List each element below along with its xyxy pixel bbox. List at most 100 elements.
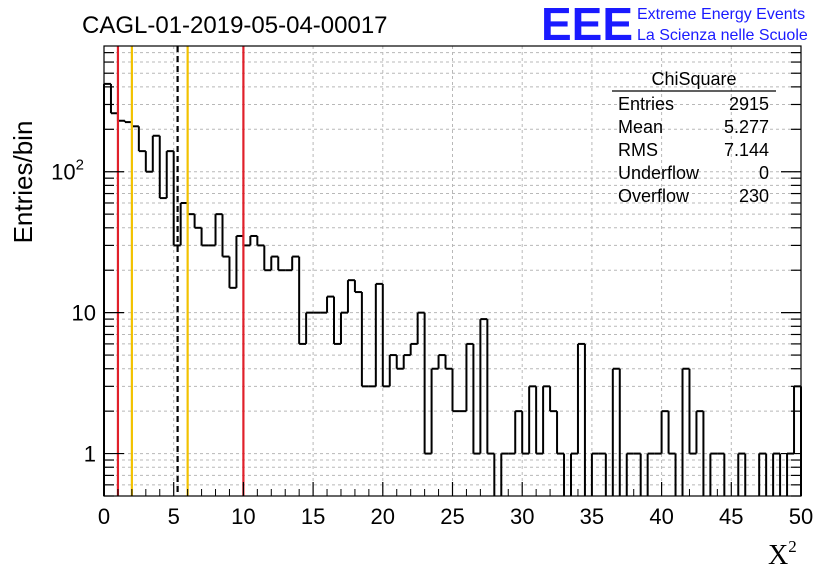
histogram-bin [409,342,418,356]
histogram-bin [249,234,258,246]
x-tick-label: 25 [440,504,464,529]
y-tick-label: 10 [72,301,96,326]
stats-title: ChiSquare [651,69,736,89]
stats-value-rms: 7.144 [724,140,769,160]
histogram-bin [193,214,202,229]
x-tick-label: 10 [231,504,255,529]
y-tick-label-sup: 2 [76,157,84,174]
stats-value-underflow: 0 [759,163,769,183]
histogram-bin [772,452,781,496]
histogram-bin [346,279,355,313]
x-tick-label: 50 [789,504,813,529]
histogram-bin [486,319,495,455]
histogram-bin [535,386,544,455]
stats-value-overflow: 230 [739,186,769,206]
histogram-bin [793,385,802,496]
histogram-bin [451,368,460,413]
histogram-bin [291,255,300,271]
histogram-bin [381,283,390,388]
histogram-bin [221,214,230,258]
histogram-bin [228,256,237,289]
histogram-bin [353,280,362,294]
histogram-bin [556,411,565,455]
x-tick-label: 20 [371,504,395,529]
histogram-bin [549,386,558,413]
histogram-bin [263,245,272,272]
histogram-bin [430,367,439,454]
histogram-bin [479,318,488,454]
y-axis-label: Entries/bin [8,121,38,244]
histogram-bin [611,367,620,496]
stats-label-mean: Mean [618,117,663,137]
histogram-bin [109,83,118,115]
histogram-bin [298,256,307,345]
histogram-bin [326,295,335,313]
histogram-bin [688,368,697,455]
histogram-bin [514,410,523,454]
histogram-bin [179,201,188,246]
stats-label-overflow: Overflow [618,186,690,206]
histogram-bin [444,355,453,370]
histogram-bin [625,452,634,496]
stats-value-mean: 5.277 [724,117,769,137]
stats-label-entries: Entries [618,94,674,114]
histogram-bin [214,213,223,246]
stats-label-rms: RMS [618,140,658,160]
x-tick-label: 40 [649,504,673,529]
histogram-bin [388,354,397,387]
eee-logo-line1: Extreme Energy Events [637,6,805,23]
histogram-bin [144,151,153,173]
histogram-bin [277,256,286,272]
stats-box: ChiSquare Entries 2915 Mean 5.277 RMS 7.… [612,69,776,206]
histogram-bin [569,452,578,496]
histogram-bin [660,410,669,454]
histogram-bin [423,312,432,455]
histogram-bin [374,282,383,387]
eee-logo-text: EEE [541,0,633,50]
histogram-bin [528,385,537,454]
stats-value-entries: 2915 [729,94,769,114]
histogram-bin [158,135,167,200]
histogram-bin [465,342,474,412]
histogram-bin [270,255,279,271]
histogram-bin [646,452,655,496]
histogram-bin [681,367,690,496]
x-tick-label: 0 [98,504,110,529]
x-axis-label-base: X [768,540,788,571]
histogram-bin [758,452,767,496]
histogram-bin [395,355,404,370]
histogram-bin [402,354,411,369]
histogram-bin [123,120,132,124]
histogram-bin [103,82,111,496]
histogram-bin [542,385,551,454]
eee-logo: EEE Extreme Energy Events La Scienza nel… [541,0,808,50]
histogram-bin [256,235,265,247]
histogram-bin [416,311,425,344]
histogram-bin [200,227,209,247]
histogram-bin [333,296,341,345]
histogram-bin [500,452,509,496]
x-tick-label: 15 [301,504,325,529]
histogram-bin [165,150,174,199]
x-tick-label: 45 [719,504,743,529]
histogram-series [103,82,802,496]
histogram-bin [339,311,348,344]
reference-lines [116,46,245,496]
histogram-bin [709,452,718,496]
y-tick-label-base: 10 [51,160,75,185]
chart-title: CAGL-01-2019-05-04-00017 [82,12,388,39]
histogram-bin [737,452,746,496]
histogram-bin [472,343,481,455]
x-tick-label: 35 [580,504,604,529]
histogram-bin [235,234,244,288]
histogram-bin [151,134,160,172]
histogram-bin [360,292,369,388]
histogram-bin [521,411,530,455]
histogram-bin [695,410,704,454]
x-axis-label-sup: 2 [788,537,797,556]
histogram-bin [576,342,585,454]
y-tick-label: 1 [84,442,96,467]
x-tick-label: 30 [510,504,534,529]
x-axis-label: X2 [768,537,797,571]
